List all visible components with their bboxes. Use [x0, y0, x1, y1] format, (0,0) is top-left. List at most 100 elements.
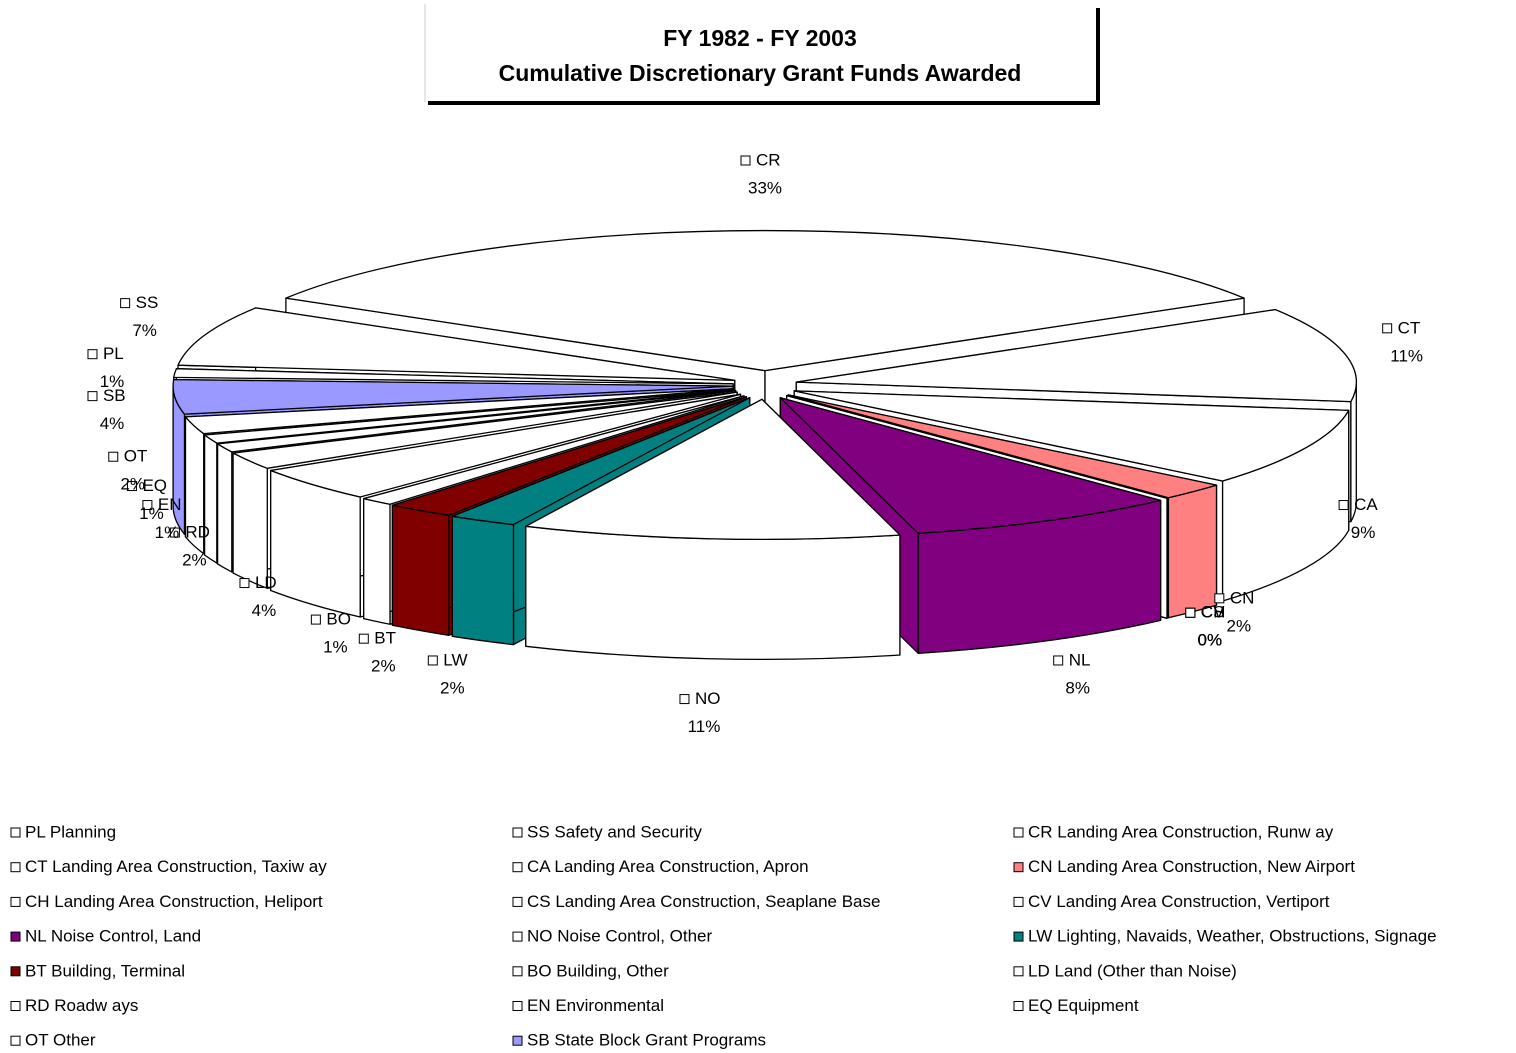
label-marker	[1053, 655, 1064, 666]
legend-label: BO Building, Other	[527, 961, 669, 980]
legend-label: CA Landing Area Construction, Apron	[527, 857, 809, 876]
value-label: 33%	[748, 178, 782, 197]
legend-marker	[1013, 966, 1024, 977]
legend-label: OT Other	[25, 1031, 96, 1050]
label-marker	[87, 349, 98, 360]
slice-top	[270, 393, 742, 498]
legend-marker	[10, 1035, 21, 1046]
legend-marker	[512, 862, 523, 873]
legend-label: LD Land (Other than Noise)	[1028, 961, 1237, 980]
title-box	[425, 4, 1097, 102]
label-marker	[239, 578, 250, 589]
label-marker	[740, 155, 751, 166]
legend-marker	[1013, 827, 1024, 838]
slice-side	[203, 434, 218, 564]
value-label: 0%	[1198, 631, 1223, 650]
legend-marker	[10, 862, 21, 873]
category-label: PL	[103, 344, 124, 363]
label-marker	[358, 633, 369, 644]
legend-marker	[512, 827, 523, 838]
legend-marker	[1013, 862, 1024, 873]
legend-marker	[1013, 1001, 1024, 1011]
slice-side	[232, 452, 268, 589]
legend-label: CR Landing Area Construction, Runw ay	[1028, 822, 1334, 841]
label-marker	[108, 451, 119, 462]
legend-label: CN Landing Area Construction, New Airpor…	[1028, 857, 1355, 876]
category-label: CT	[1398, 318, 1421, 337]
slice-side	[391, 504, 450, 636]
value-label: 1%	[323, 638, 348, 657]
slice-top	[779, 397, 1162, 534]
value-label: 0%	[1198, 631, 1223, 650]
category-label: CR	[756, 150, 781, 169]
label-marker	[679, 694, 690, 705]
legend-marker	[10, 1001, 21, 1011]
slice-top	[391, 396, 748, 516]
category-label: SB	[103, 386, 126, 405]
legend-label: CT Landing Area Construction, Taxiw ay	[25, 857, 327, 876]
legend-marker	[10, 827, 21, 838]
label-marker	[87, 391, 98, 402]
category-label: EQ	[142, 476, 167, 495]
legend-marker	[1013, 931, 1024, 942]
category-label: NL	[1069, 650, 1091, 669]
label-marker	[169, 527, 180, 538]
category-label: CV	[1201, 603, 1225, 622]
category-label: NO	[695, 689, 721, 708]
value-label: 4%	[100, 414, 125, 433]
legend-label: EQ Equipment	[1028, 996, 1139, 1015]
legend-marker	[10, 931, 21, 942]
slice-top	[203, 389, 736, 444]
value-label: 11%	[1390, 346, 1423, 365]
legend-marker	[10, 966, 21, 977]
legend-marker	[10, 896, 21, 907]
legend-label: BT Building, Terminal	[25, 961, 185, 980]
slice-top	[451, 397, 751, 526]
slice-top	[285, 229, 1245, 372]
category-label: LD	[255, 573, 277, 592]
legend-label: EN Environmental	[527, 996, 664, 1015]
slice-top	[173, 368, 734, 385]
legend-label: CS Landing Area Construction, Seaplane B…	[527, 892, 880, 911]
slice-top	[787, 394, 1218, 499]
category-label: CS	[1201, 603, 1225, 622]
slice	[525, 398, 901, 660]
value-label: 2%	[440, 678, 465, 697]
value-label: 4%	[252, 601, 277, 620]
label-marker	[142, 500, 153, 511]
category-label: RD	[185, 523, 210, 542]
value-label: 2%	[1227, 616, 1252, 635]
slice-side	[1167, 484, 1218, 619]
legend-label: RD Roadw ays	[25, 996, 138, 1015]
label-marker	[1382, 323, 1393, 334]
chart-title: FY 1982 - FY 2003	[663, 25, 857, 51]
category-label: EN	[158, 495, 182, 514]
label-marker	[126, 481, 137, 492]
slice-top	[795, 308, 1358, 403]
slice-side	[525, 525, 901, 660]
category-label: BO	[326, 610, 351, 629]
slice-top	[184, 388, 735, 435]
slice-top	[232, 391, 738, 469]
slice-top	[172, 378, 734, 415]
label-marker	[1214, 593, 1225, 604]
category-label: CH	[1201, 603, 1226, 622]
legend-label: CH Landing Area Construction, Heliport	[25, 892, 323, 911]
category-label: CA	[1354, 495, 1378, 514]
legend-label: NO Noise Control, Other	[527, 927, 713, 946]
label-marker	[1185, 607, 1196, 618]
value-label: 2%	[371, 657, 396, 676]
legend-marker	[1013, 896, 1024, 907]
label-marker	[310, 614, 321, 625]
slice-side	[363, 497, 391, 625]
value-label: 2%	[182, 551, 207, 570]
label-marker	[1338, 500, 1349, 511]
slice-top	[793, 390, 1350, 482]
slice-top	[216, 390, 737, 453]
value-label: 1%	[139, 504, 164, 523]
slice-top	[177, 307, 736, 382]
slice-side	[216, 443, 233, 573]
slice-top	[786, 394, 1168, 499]
category-label: CN	[1230, 588, 1255, 607]
legend-label: NL Noise Control, Land	[25, 927, 201, 946]
